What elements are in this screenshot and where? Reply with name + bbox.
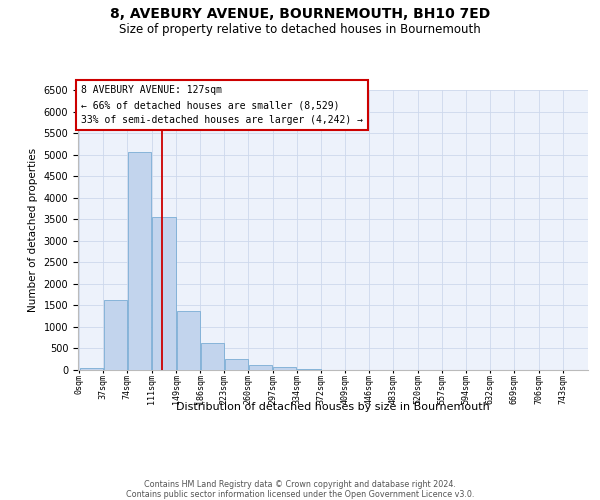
Text: Distribution of detached houses by size in Bournemouth: Distribution of detached houses by size … bbox=[176, 402, 490, 412]
Bar bbox=[104, 300, 127, 370]
Bar bbox=[273, 367, 296, 370]
Text: 8, AVEBURY AVENUE, BOURNEMOUTH, BH10 7ED: 8, AVEBURY AVENUE, BOURNEMOUTH, BH10 7ED bbox=[110, 8, 490, 22]
Text: 8 AVEBURY AVENUE: 127sqm
← 66% of detached houses are smaller (8,529)
33% of sem: 8 AVEBURY AVENUE: 127sqm ← 66% of detach… bbox=[81, 86, 363, 125]
Bar bbox=[128, 152, 151, 370]
Bar bbox=[152, 217, 176, 370]
Bar bbox=[225, 359, 248, 370]
Bar bbox=[297, 368, 321, 370]
Text: Size of property relative to detached houses in Bournemouth: Size of property relative to detached ho… bbox=[119, 22, 481, 36]
Y-axis label: Number of detached properties: Number of detached properties bbox=[28, 148, 38, 312]
Bar bbox=[176, 310, 200, 370]
Bar bbox=[249, 366, 272, 370]
Bar bbox=[200, 344, 224, 370]
Bar bbox=[80, 368, 103, 370]
Text: Contains HM Land Registry data © Crown copyright and database right 2024.
Contai: Contains HM Land Registry data © Crown c… bbox=[126, 480, 474, 500]
